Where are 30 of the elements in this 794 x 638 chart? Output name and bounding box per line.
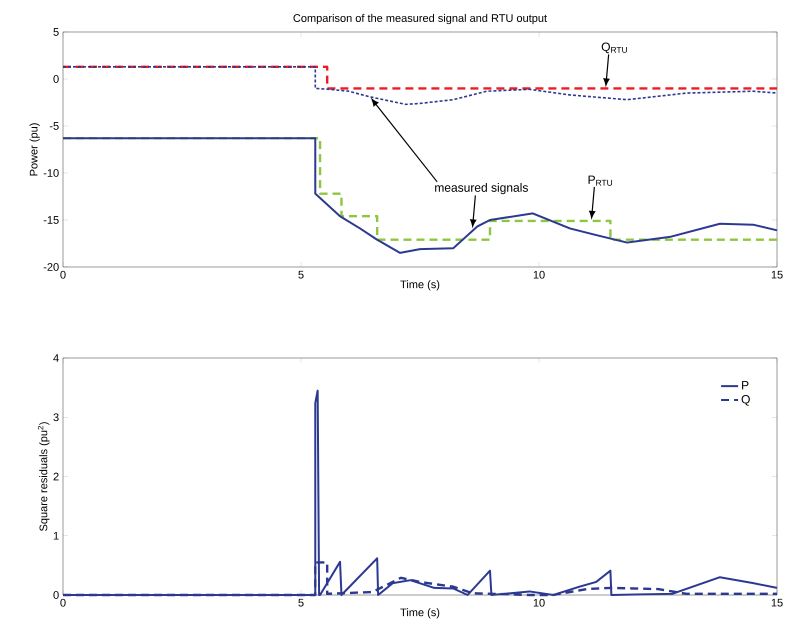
annotation: measured signals [435,183,528,194]
y-tick-label: 0 [53,591,59,599]
legend-label: Q [742,395,750,406]
y-tick-label: 2 [54,472,59,480]
x-tick-label: 15 [772,598,783,607]
y-tick-label: -20 [44,263,59,271]
annotation: P$_{RTU}$ [588,176,612,186]
x-tick-label: 10 [534,598,545,607]
y-tick-label: -5 [50,122,59,130]
y-axis-title: Square residuals (pu$^{2}$) [38,422,50,531]
x-tick-label: 10 [534,270,545,279]
annotation: Q$_{RTU}$ [602,42,627,54]
x-tick-label: 5 [298,270,304,279]
chart-title: Comparison of the measured signal and RTU output [293,14,547,24]
x-axis-title: Time (s) [400,280,440,290]
x-axis-title: Time (s) [400,608,440,618]
y-tick-label: 5 [53,28,59,36]
y-tick-label: 1 [54,532,59,540]
line-series [62,66,778,106]
y-tick-label: 4 [53,354,59,362]
x-tick-label: 5 [298,598,304,607]
y-tick-label: -15 [44,216,59,224]
x-tick-label: 0 [60,598,66,607]
legend-label: P [742,381,748,390]
x-tick-label: 15 [772,270,783,279]
x-tick-label: 0 [60,270,66,279]
y-tick-label: -10 [44,169,59,177]
y-tick-label: 3 [53,413,59,422]
y-tick-label: 0 [53,75,59,83]
y-axis-title: Power (pu) [29,123,40,176]
